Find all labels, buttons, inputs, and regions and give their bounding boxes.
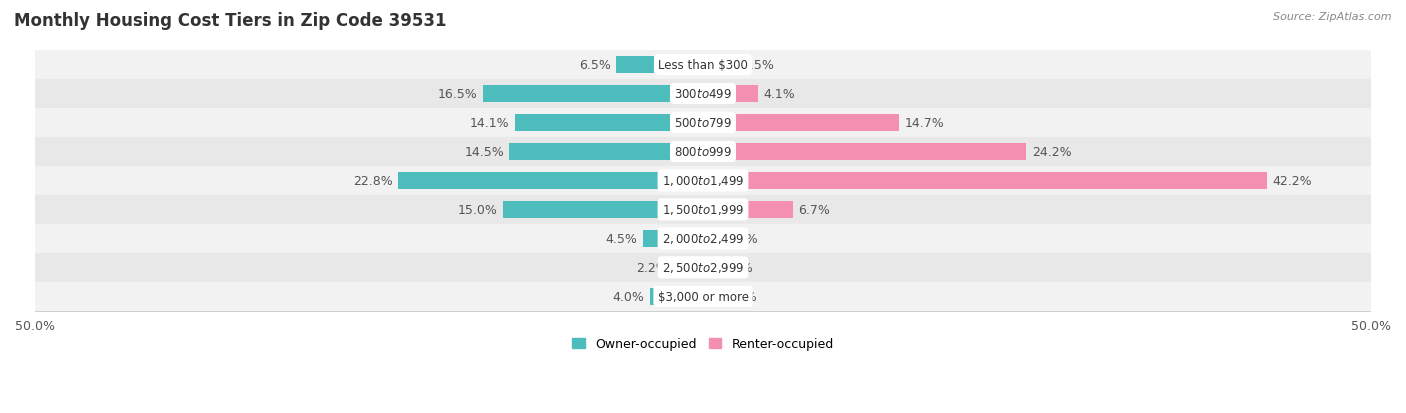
- FancyBboxPatch shape: [35, 224, 1371, 253]
- FancyBboxPatch shape: [35, 109, 1371, 138]
- FancyBboxPatch shape: [35, 253, 1371, 282]
- Text: Monthly Housing Cost Tiers in Zip Code 39531: Monthly Housing Cost Tiers in Zip Code 3…: [14, 12, 447, 30]
- Text: Less than $300: Less than $300: [658, 59, 748, 72]
- Text: $2,000 to $2,499: $2,000 to $2,499: [662, 232, 744, 246]
- Text: 22.8%: 22.8%: [353, 175, 394, 188]
- Text: 4.1%: 4.1%: [763, 88, 794, 101]
- Text: 0.66%: 0.66%: [717, 290, 756, 303]
- Text: $800 to $999: $800 to $999: [673, 146, 733, 159]
- Bar: [703, 143, 1026, 161]
- Text: 4.0%: 4.0%: [613, 290, 644, 303]
- FancyBboxPatch shape: [35, 195, 1371, 224]
- Legend: Owner-occupied, Renter-occupied: Owner-occupied, Renter-occupied: [568, 333, 838, 356]
- FancyBboxPatch shape: [35, 282, 1371, 311]
- Bar: [703, 259, 707, 276]
- Bar: [482, 85, 703, 103]
- Bar: [703, 57, 737, 74]
- Bar: [502, 201, 703, 218]
- Text: Source: ZipAtlas.com: Source: ZipAtlas.com: [1274, 12, 1392, 22]
- Text: 14.7%: 14.7%: [904, 117, 945, 130]
- Text: $300 to $499: $300 to $499: [673, 88, 733, 101]
- Text: $500 to $799: $500 to $799: [673, 117, 733, 130]
- FancyBboxPatch shape: [35, 80, 1371, 109]
- Text: 4.5%: 4.5%: [606, 233, 637, 245]
- Text: 15.0%: 15.0%: [457, 204, 498, 216]
- Text: $1,000 to $1,499: $1,000 to $1,499: [662, 174, 744, 188]
- Text: 42.2%: 42.2%: [1272, 175, 1312, 188]
- Bar: [509, 143, 703, 161]
- Bar: [703, 230, 721, 247]
- Bar: [703, 288, 711, 305]
- Bar: [703, 114, 900, 132]
- Bar: [703, 85, 758, 103]
- Bar: [703, 201, 793, 218]
- FancyBboxPatch shape: [35, 138, 1371, 166]
- Bar: [398, 172, 703, 190]
- Text: 2.5%: 2.5%: [742, 59, 773, 72]
- Text: $1,500 to $1,999: $1,500 to $1,999: [662, 203, 744, 217]
- Text: 24.2%: 24.2%: [1032, 146, 1071, 159]
- Text: 6.5%: 6.5%: [579, 59, 610, 72]
- Bar: [650, 288, 703, 305]
- Bar: [515, 114, 703, 132]
- Text: 16.5%: 16.5%: [437, 88, 477, 101]
- Text: 2.2%: 2.2%: [637, 261, 668, 274]
- FancyBboxPatch shape: [35, 51, 1371, 80]
- Bar: [643, 230, 703, 247]
- Text: 1.4%: 1.4%: [727, 233, 759, 245]
- Bar: [673, 259, 703, 276]
- Text: $2,500 to $2,999: $2,500 to $2,999: [662, 261, 744, 275]
- Text: 14.1%: 14.1%: [470, 117, 509, 130]
- Text: 14.5%: 14.5%: [464, 146, 503, 159]
- FancyBboxPatch shape: [35, 166, 1371, 195]
- Bar: [703, 172, 1267, 190]
- Text: 0.34%: 0.34%: [713, 261, 752, 274]
- Text: $3,000 or more: $3,000 or more: [658, 290, 748, 303]
- Bar: [616, 57, 703, 74]
- Text: 6.7%: 6.7%: [797, 204, 830, 216]
